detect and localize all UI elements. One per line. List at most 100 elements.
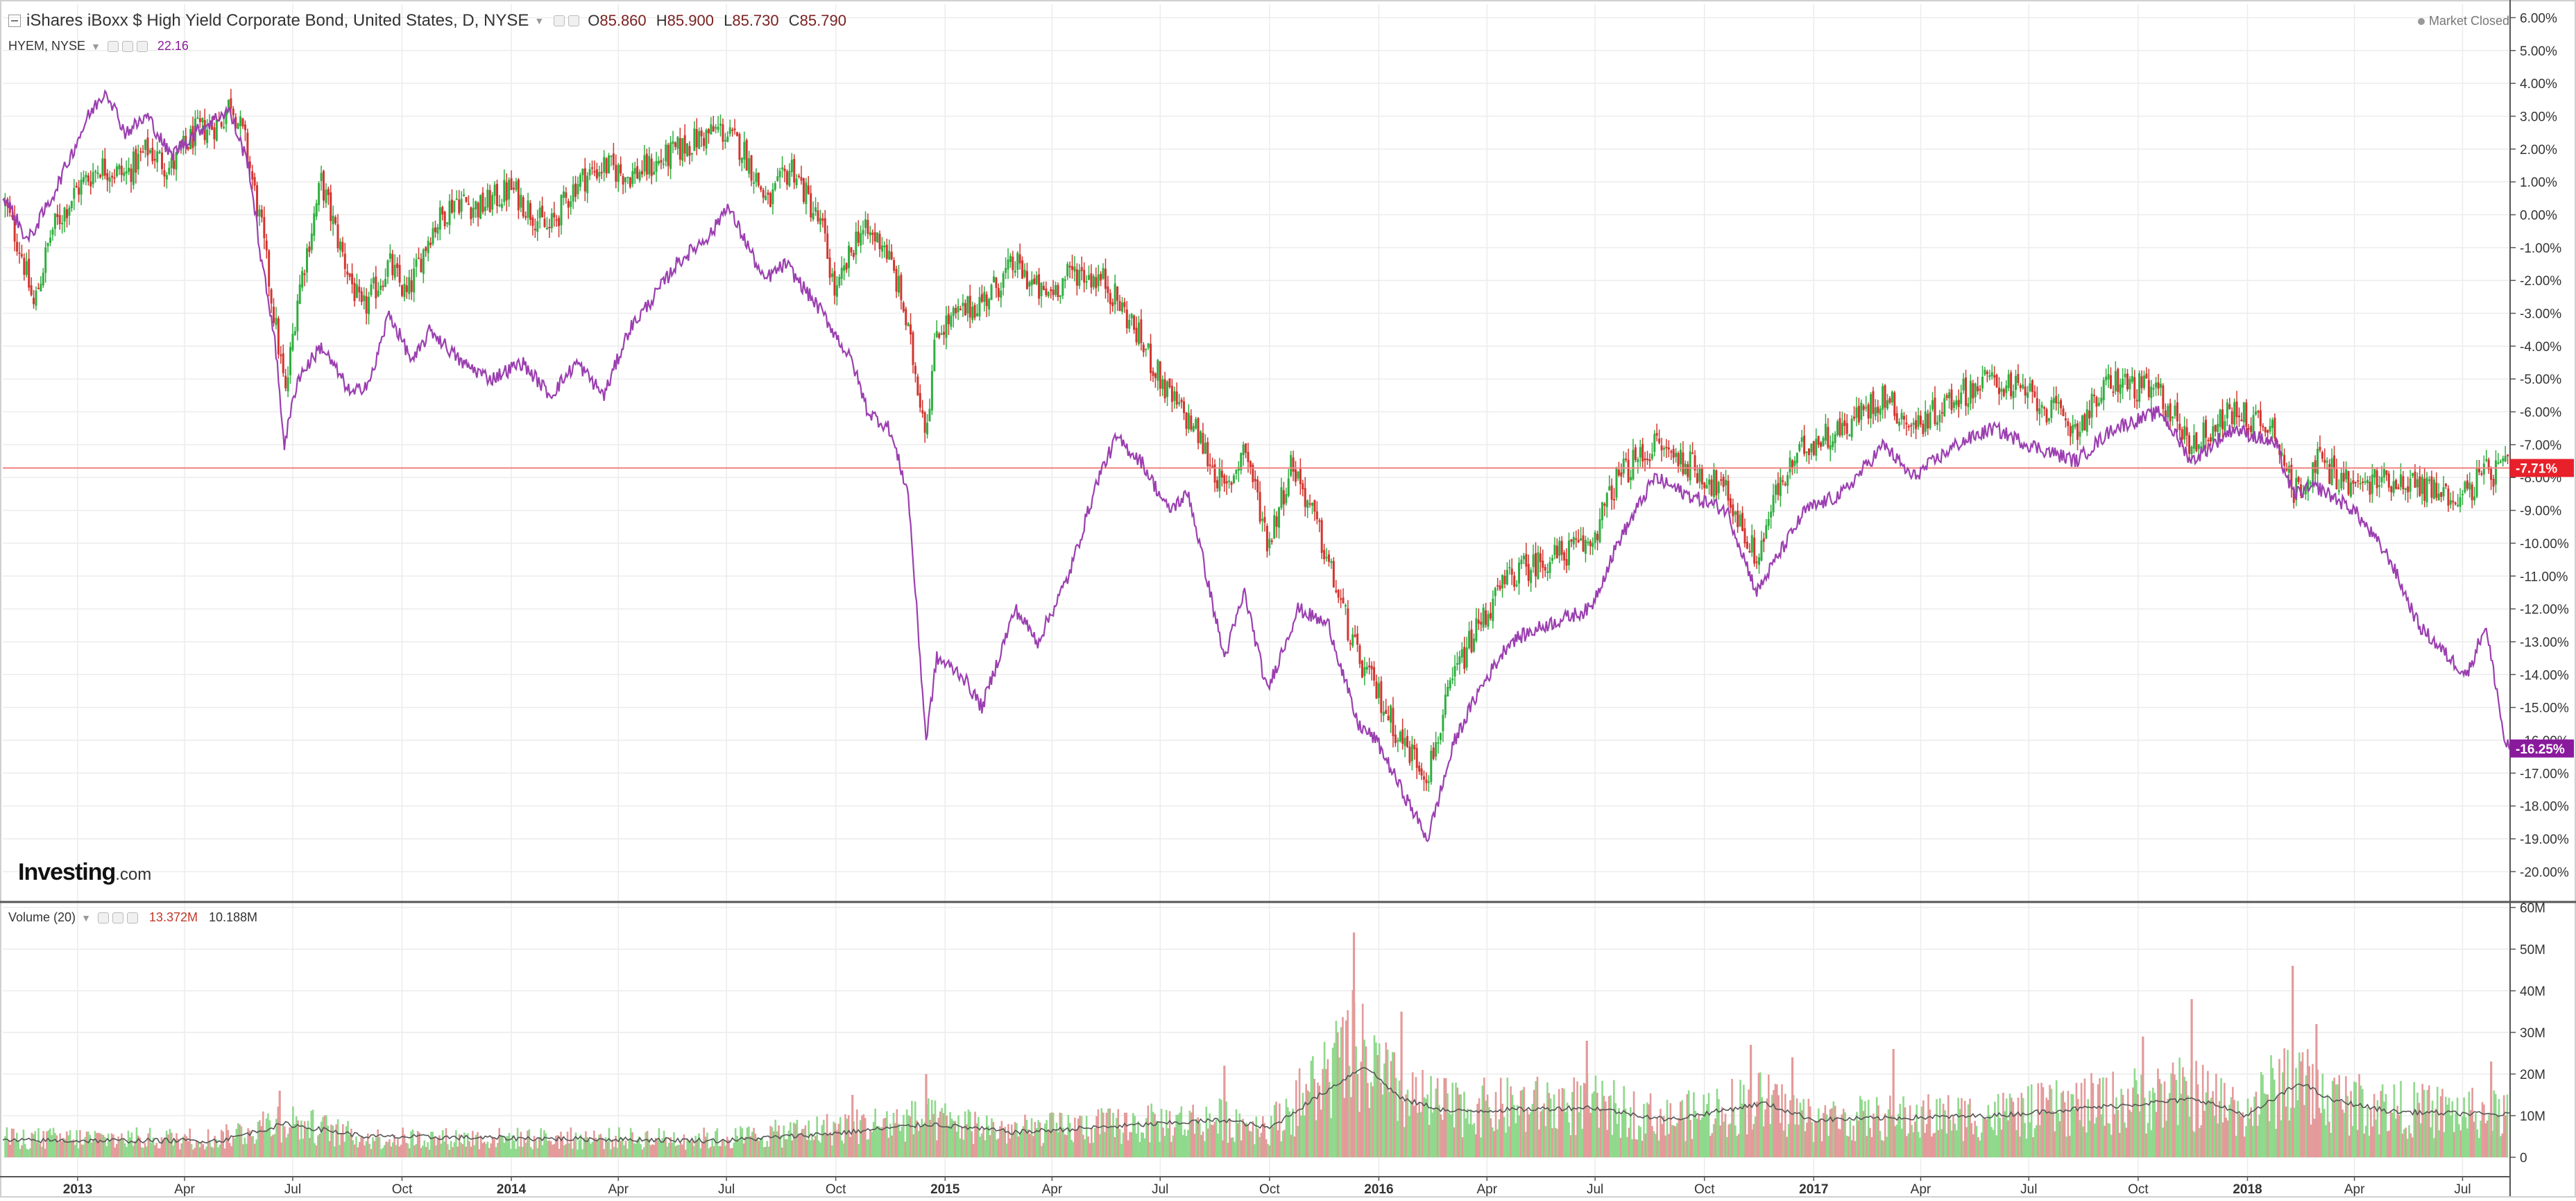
candle-body (353, 282, 356, 301)
candle-body (1109, 293, 1111, 305)
volume-bar (1361, 1003, 1364, 1157)
candle-body (1344, 605, 1347, 607)
candle-body (2492, 479, 2495, 487)
volume-settings-icon[interactable] (97, 912, 109, 923)
volume-bar (2117, 1109, 2119, 1157)
volume-bar (814, 1136, 817, 1157)
candle-body (1183, 401, 1186, 414)
candle-body (2085, 409, 2088, 432)
candle-body (1460, 649, 1463, 658)
volume-bar (540, 1128, 542, 1157)
candle-body (223, 126, 225, 128)
volume-bar (2237, 1100, 2239, 1157)
candle-body (2172, 416, 2174, 418)
candle-body (1175, 391, 1178, 405)
volume-ma-line[interactable] (2, 1067, 2511, 1144)
volume-bar (593, 1130, 595, 1157)
candle-body (1700, 468, 1703, 484)
chevron-down-icon[interactable]: ▼ (534, 15, 545, 26)
candle-body (762, 189, 765, 198)
candle-body (1917, 415, 1920, 427)
compare-close-icon[interactable] (136, 40, 148, 52)
volume-plot[interactable] (2, 932, 2511, 1157)
volume-bar (2118, 1132, 2121, 1157)
candle-body (158, 151, 161, 153)
volume-bar (1857, 1120, 1860, 1157)
volume-bar (921, 1118, 923, 1157)
volume-bar (146, 1146, 148, 1157)
volume-bar (2069, 1136, 2071, 1157)
candle-body (2047, 418, 2050, 421)
volume-bar (477, 1132, 479, 1157)
candle-body (2169, 403, 2172, 422)
volume-bar (711, 1139, 713, 1157)
candle-body (384, 279, 387, 287)
compare-eye-icon[interactable] (121, 40, 133, 52)
candle-body (1100, 273, 1102, 281)
volume-bar (307, 1121, 309, 1157)
candle-body (728, 127, 731, 134)
candle-body (855, 231, 858, 255)
volume-bar (1914, 1121, 1916, 1157)
candle-body (246, 133, 249, 162)
settings-icon[interactable] (554, 15, 565, 26)
volume-bar (1380, 1082, 1382, 1157)
volume-bar (2343, 1112, 2346, 1157)
compare-chevron-icon[interactable]: ▼ (91, 40, 101, 52)
compare-settings-icon[interactable] (107, 40, 119, 52)
volume-bar (1245, 1123, 1247, 1157)
volume-bar (184, 1134, 186, 1157)
collapse-icon[interactable] (8, 15, 21, 27)
candle-body (943, 332, 946, 335)
volume-bar (318, 1134, 321, 1157)
candle-body (1392, 708, 1394, 736)
close-value: 85.790 (799, 12, 846, 29)
compare-plot[interactable] (2, 89, 2511, 843)
volume-bar (1060, 1113, 1063, 1157)
candle-body (2226, 402, 2228, 419)
volume-bar (1716, 1089, 1718, 1157)
candle-body (2230, 411, 2233, 425)
candle-body (1608, 486, 1611, 491)
volume-bar (1530, 1112, 1532, 1157)
volume-bar (1728, 1124, 1730, 1157)
candle-body (1613, 499, 1616, 501)
volume-bar (436, 1139, 439, 1157)
volume-bar (440, 1143, 443, 1157)
candle-body (1394, 734, 1397, 744)
volume-bar (2376, 1100, 2379, 1157)
volume-bar (1882, 1141, 1885, 1157)
candle-body (1005, 268, 1007, 273)
price-plot[interactable] (3, 89, 2510, 792)
candle-body (1187, 413, 1190, 429)
volume-bar (1505, 1132, 1507, 1157)
volume-close-icon[interactable] (126, 912, 138, 923)
eye-icon[interactable] (568, 15, 580, 26)
candle-body (225, 110, 228, 124)
volume-bar (1154, 1114, 1156, 1157)
volume-bar (636, 1139, 639, 1157)
volume-bar (771, 1127, 774, 1157)
volume-bar (2008, 1093, 2011, 1157)
candle-body (681, 138, 684, 161)
candle-body (657, 160, 660, 164)
candle-body (1097, 274, 1100, 287)
volume-chevron-icon[interactable]: ▼ (81, 912, 91, 923)
volume-bar (1560, 1109, 1562, 1157)
candle-body (1302, 483, 1304, 490)
high-label: H (656, 12, 667, 29)
compare-series-line[interactable] (2, 89, 2511, 843)
volume-bar (1611, 1134, 1614, 1157)
candle-body (1249, 461, 1252, 468)
volume-bar (1435, 1088, 1438, 1157)
volume-bar (1748, 1089, 1750, 1157)
volume-bar (588, 1140, 590, 1157)
volume-eye-icon[interactable] (112, 912, 123, 923)
candle-body (427, 241, 429, 253)
candle-body (1929, 411, 1931, 428)
volume-bar (109, 1141, 111, 1157)
volume-bar (1874, 1118, 1877, 1157)
volume-bar (2456, 1098, 2459, 1157)
